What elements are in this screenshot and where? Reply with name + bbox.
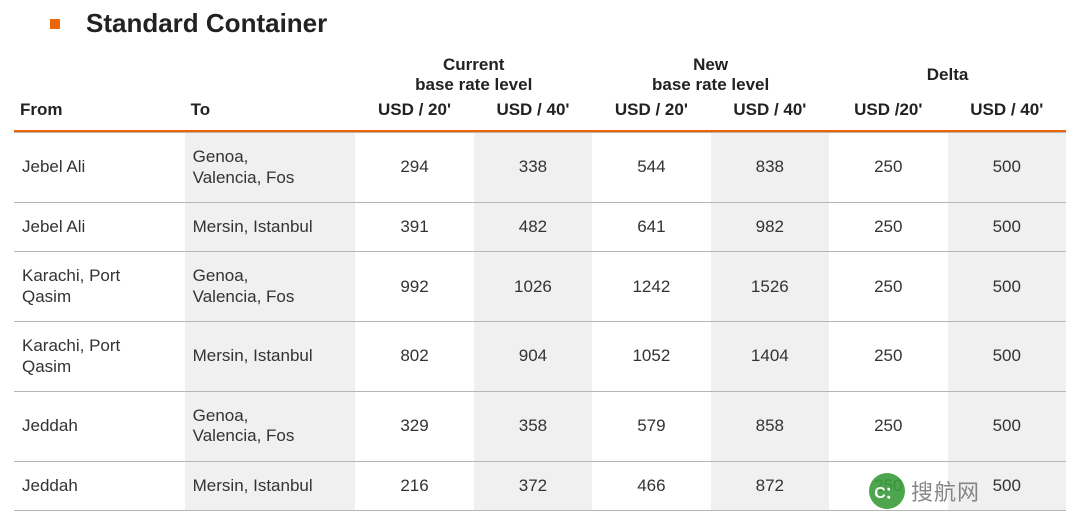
cell-from: Karachi, PortQasim (14, 252, 185, 322)
cell-new-40: 982 (711, 203, 829, 252)
cell-to: Genoa,Valencia, Fos (185, 252, 356, 322)
cell-delta-40: 500 (948, 252, 1067, 322)
cell-to: Genoa,Valencia, Fos (185, 133, 356, 203)
watermark-icon: C： (869, 473, 905, 509)
cell-current-40: 358 (474, 392, 592, 462)
cell-new-20: 579 (592, 392, 710, 462)
cell-delta-20: 250 (829, 252, 947, 322)
cell-new-20: 641 (592, 203, 710, 252)
col-delta-40: USD / 40' (948, 96, 1067, 130)
col-current-40: USD / 40' (474, 96, 592, 130)
cell-to: Mersin, Istanbul (185, 322, 356, 392)
cell-current-40: 904 (474, 322, 592, 392)
col-delta-20: USD /20' (829, 96, 947, 130)
cell-from: Jebel Ali (14, 203, 185, 252)
col-current-20: USD / 20' (355, 96, 473, 130)
cell-delta-40: 500 (948, 203, 1067, 252)
col-from: From (14, 96, 185, 130)
cell-from: Karachi, PortQasim (14, 322, 185, 392)
cell-from: Jebel Ali (14, 133, 185, 203)
cell-current-40: 1026 (474, 252, 592, 322)
cell-new-20: 1242 (592, 252, 710, 322)
table-row: Karachi, PortQasimGenoa,Valencia, Fos992… (14, 252, 1066, 322)
cell-new-20: 466 (592, 461, 710, 510)
cell-from: Jeddah (14, 392, 185, 462)
cell-current-40: 372 (474, 461, 592, 510)
cell-current-20: 992 (355, 252, 473, 322)
cell-new-20: 544 (592, 133, 710, 203)
cell-delta-20: 250 (829, 322, 947, 392)
cell-current-40: 338 (474, 133, 592, 203)
cell-delta-40: 500 (948, 392, 1067, 462)
cell-delta-20: 250 (829, 133, 947, 203)
cell-current-20: 391 (355, 203, 473, 252)
cell-current-40: 482 (474, 203, 592, 252)
cell-current-20: 802 (355, 322, 473, 392)
cell-new-40: 872 (711, 461, 829, 510)
cell-to: Genoa,Valencia, Fos (185, 392, 356, 462)
bullet-icon (50, 19, 60, 29)
rate-table: Current base rate level New base rate le… (14, 53, 1066, 511)
table-row: Jebel AliMersin, Istanbul391482641982250… (14, 203, 1066, 252)
watermark: C： 搜航网 (869, 473, 980, 509)
watermark-text: 搜航网 (911, 475, 980, 507)
cell-from: Jeddah (14, 461, 185, 510)
table-row: Jebel AliGenoa,Valencia, Fos294338544838… (14, 133, 1066, 203)
cell-current-20: 294 (355, 133, 473, 203)
cell-delta-40: 500 (948, 322, 1067, 392)
cell-current-20: 329 (355, 392, 473, 462)
table-row: JeddahGenoa,Valencia, Fos329358579858250… (14, 392, 1066, 462)
cell-new-40: 1404 (711, 322, 829, 392)
cell-to: Mersin, Istanbul (185, 461, 356, 510)
title-row: Standard Container (50, 8, 1066, 39)
cell-new-40: 838 (711, 133, 829, 203)
cell-to: Mersin, Istanbul (185, 203, 356, 252)
cell-delta-40: 500 (948, 133, 1067, 203)
cell-delta-20: 250 (829, 203, 947, 252)
col-to: To (185, 96, 356, 130)
col-new-20: USD / 20' (592, 96, 710, 130)
col-new-40: USD / 40' (711, 96, 829, 130)
col-group-current: Current base rate level (355, 53, 592, 96)
cell-current-20: 216 (355, 461, 473, 510)
cell-new-40: 1526 (711, 252, 829, 322)
cell-delta-20: 250 (829, 392, 947, 462)
table-row: Karachi, PortQasimMersin, Istanbul802904… (14, 322, 1066, 392)
cell-new-40: 858 (711, 392, 829, 462)
page-title: Standard Container (86, 8, 327, 39)
col-group-delta: Delta (829, 53, 1066, 96)
col-group-new: New base rate level (592, 53, 829, 96)
cell-new-20: 1052 (592, 322, 710, 392)
